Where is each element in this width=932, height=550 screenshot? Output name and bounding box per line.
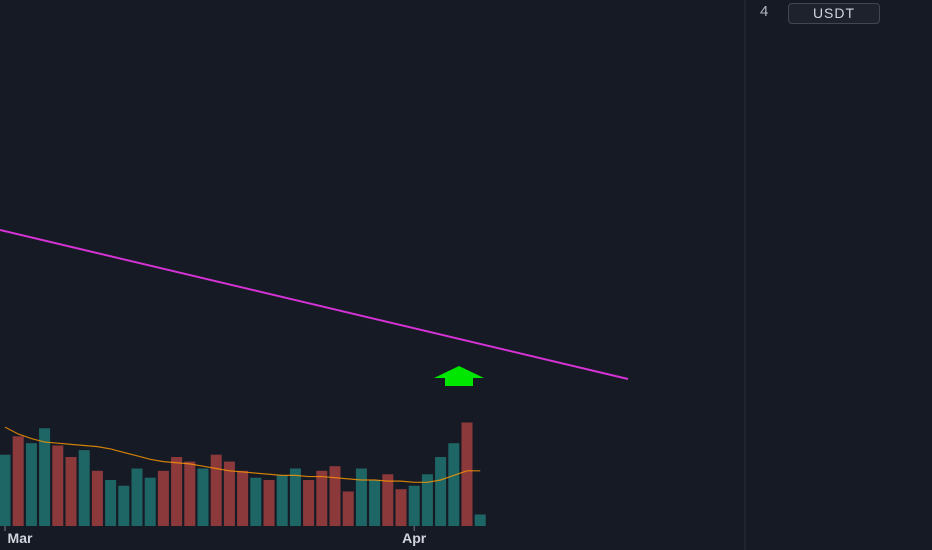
volume-bar	[52, 445, 64, 526]
volume-bar	[157, 470, 169, 526]
volume-bar	[316, 470, 328, 526]
volume-bar	[237, 470, 249, 526]
volume-bar	[250, 477, 262, 526]
volume-bar	[131, 468, 143, 526]
volume-bar	[78, 450, 90, 526]
volume-bar	[461, 422, 473, 526]
volume-bar	[276, 475, 288, 526]
volume-bar	[474, 514, 486, 526]
volume-bar	[355, 468, 367, 526]
time-tick-label: Mar	[8, 530, 33, 546]
descending-trendline[interactable]	[0, 229, 629, 380]
volume-bar	[223, 461, 235, 526]
volume-bar	[382, 474, 394, 526]
volume-bar	[91, 470, 103, 526]
volume-bar	[448, 443, 460, 526]
drawings[interactable]	[0, 0, 745, 386]
time-tick-label: Apr	[402, 530, 427, 546]
volume-bar	[197, 468, 209, 526]
up-arrow-icon	[434, 366, 484, 386]
volume-bar	[435, 457, 447, 526]
volume-bar	[289, 468, 301, 526]
volume-bar	[408, 485, 420, 526]
axis-edge-label: 4	[760, 3, 769, 20]
volume-bar	[0, 454, 11, 526]
volume-bars	[0, 422, 486, 526]
price-scale-background[interactable]	[745, 0, 932, 550]
volume-bar	[105, 480, 117, 526]
volume-bar	[303, 480, 315, 526]
volume-bar	[184, 461, 196, 526]
volume-bar	[329, 466, 341, 526]
volume-bar	[65, 457, 77, 526]
volume-bar	[342, 491, 354, 526]
volume-bar	[144, 477, 156, 526]
volume-bar	[118, 485, 130, 526]
currency-button[interactable]: USDT	[788, 3, 880, 24]
volume-bar	[25, 443, 37, 526]
volume-bar	[421, 474, 433, 526]
time-axis[interactable]: Mar Apr	[4, 526, 427, 546]
volume-bar	[369, 480, 381, 526]
volume-ma-line	[4, 426, 481, 483]
moving-averages	[4, 426, 481, 483]
volume-bar	[12, 436, 24, 526]
volume-bar	[395, 489, 407, 526]
volume-bar	[210, 454, 222, 526]
volume-bar	[39, 428, 51, 526]
volume-bar	[263, 480, 275, 526]
volume-bar	[171, 457, 183, 526]
